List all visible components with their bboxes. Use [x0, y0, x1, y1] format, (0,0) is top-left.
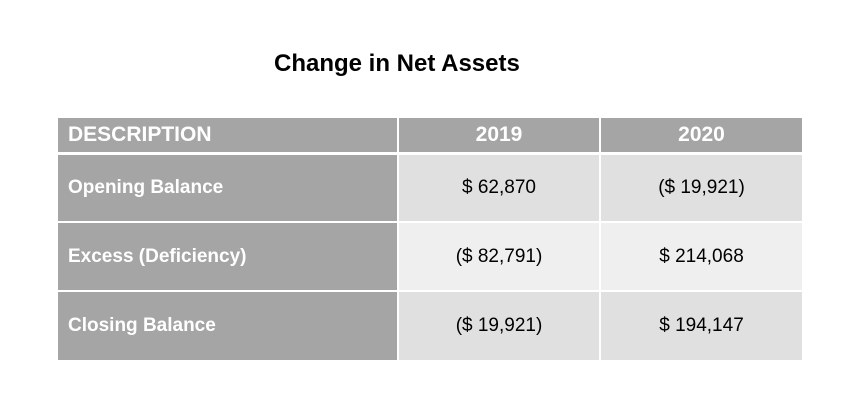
row-label-closing-balance: Closing Balance: [58, 290, 398, 360]
table-row: Opening Balance $ 62,870 ($ 19,921): [58, 153, 802, 222]
column-header-2019: 2019: [397, 118, 600, 155]
table-row: Excess (Deficiency) ($ 82,791) $ 214,068: [58, 221, 802, 291]
column-header-description: DESCRIPTION: [58, 118, 398, 155]
cell-excess-deficiency-2019: ($ 82,791): [397, 221, 600, 291]
net-assets-table: DESCRIPTION 2019 2020 Opening Balance $ …: [58, 118, 802, 360]
table-row: Closing Balance ($ 19,921) $ 194,147: [58, 290, 802, 360]
row-label-excess-deficiency: Excess (Deficiency): [58, 221, 398, 291]
table-header-row: DESCRIPTION 2019 2020: [58, 118, 802, 155]
cell-opening-balance-2020: ($ 19,921): [599, 153, 802, 222]
cell-opening-balance-2019: $ 62,870: [397, 153, 600, 222]
column-header-2020: 2020: [599, 118, 802, 155]
cell-closing-balance-2020: $ 194,147: [599, 290, 802, 360]
cell-excess-deficiency-2020: $ 214,068: [599, 221, 802, 291]
cell-closing-balance-2019: ($ 19,921): [397, 290, 600, 360]
row-label-opening-balance: Opening Balance: [58, 153, 398, 222]
page-title: Change in Net Assets: [274, 50, 520, 77]
